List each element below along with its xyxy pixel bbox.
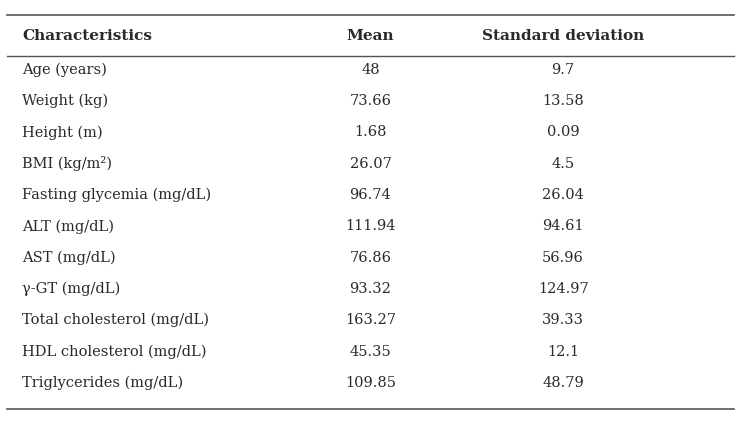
Text: 26.04: 26.04 [542, 188, 584, 202]
Text: 13.58: 13.58 [542, 94, 584, 108]
Text: 93.32: 93.32 [350, 282, 391, 296]
Text: 73.66: 73.66 [350, 94, 391, 108]
Text: Total cholesterol (mg/dL): Total cholesterol (mg/dL) [22, 313, 209, 327]
Text: 109.85: 109.85 [345, 376, 396, 390]
Text: 12.1: 12.1 [547, 344, 579, 359]
Text: Age (years): Age (years) [22, 63, 107, 77]
Text: 39.33: 39.33 [542, 313, 584, 327]
Text: Height (m): Height (m) [22, 125, 103, 140]
Text: Triglycerides (mg/dL): Triglycerides (mg/dL) [22, 376, 183, 390]
Text: 94.61: 94.61 [542, 219, 584, 233]
Text: AST (mg/dL): AST (mg/dL) [22, 250, 116, 265]
Text: HDL cholesterol (mg/dL): HDL cholesterol (mg/dL) [22, 344, 207, 359]
Text: Mean: Mean [347, 29, 394, 43]
Text: 1.68: 1.68 [354, 125, 387, 140]
Text: 111.94: 111.94 [345, 219, 396, 233]
Text: Weight (kg): Weight (kg) [22, 94, 108, 108]
Text: 124.97: 124.97 [538, 282, 588, 296]
Text: 163.27: 163.27 [345, 313, 396, 327]
Text: 45.35: 45.35 [350, 344, 391, 359]
Text: 48: 48 [361, 63, 380, 77]
Text: 0.09: 0.09 [547, 125, 579, 140]
Text: 56.96: 56.96 [542, 250, 584, 265]
Text: 4.5: 4.5 [551, 157, 575, 171]
Text: 9.7: 9.7 [551, 63, 575, 77]
Text: 48.79: 48.79 [542, 376, 584, 390]
Text: BMI (kg/m²): BMI (kg/m²) [22, 156, 112, 171]
Text: γ-GT (mg/dL): γ-GT (mg/dL) [22, 282, 121, 296]
Text: 96.74: 96.74 [350, 188, 391, 202]
Text: 76.86: 76.86 [350, 250, 391, 265]
Text: 26.07: 26.07 [350, 157, 391, 171]
Text: Fasting glycemia (mg/dL): Fasting glycemia (mg/dL) [22, 188, 211, 202]
Text: Standard deviation: Standard deviation [482, 29, 644, 43]
Text: ALT (mg/dL): ALT (mg/dL) [22, 219, 114, 233]
Text: Characteristics: Characteristics [22, 29, 152, 43]
